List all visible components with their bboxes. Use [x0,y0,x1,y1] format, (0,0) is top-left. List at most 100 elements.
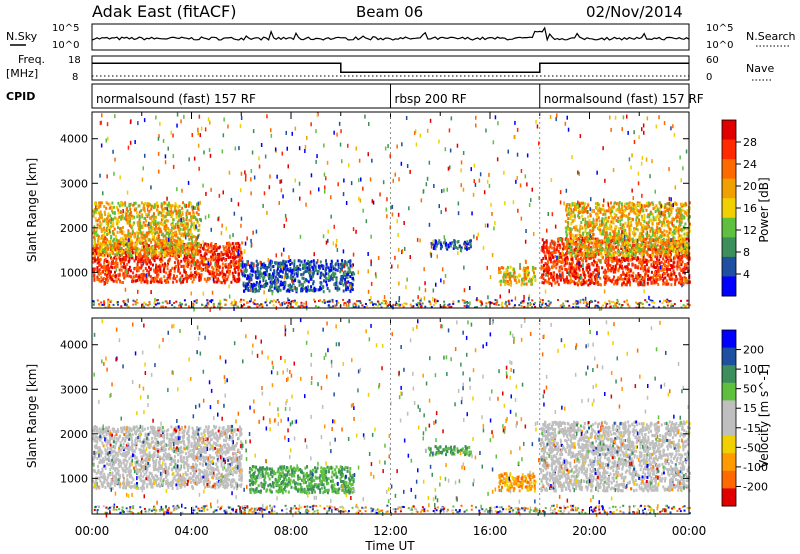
range-cell [119,261,122,265]
range-cell [561,258,564,262]
range-cell [187,204,190,208]
range-cell [160,239,163,243]
range-cell [129,202,132,206]
range-cell [668,259,671,263]
range-cell [256,266,259,270]
range-cell [648,234,651,237]
range-cell [634,256,637,260]
range-cell [152,252,155,256]
range-cell [224,258,227,262]
range-cell [510,274,513,278]
range-cell [681,247,684,251]
range-cell [152,250,155,254]
range-cell [182,217,185,220]
range-cell [215,265,218,269]
range-cell [469,245,472,249]
range-cell [638,249,641,253]
range-cell [93,273,96,277]
range-cell [575,256,578,259]
range-cell [221,262,224,266]
range-cell [168,248,171,252]
range-cell [683,243,686,247]
range-cell [669,268,672,271]
range-cell [98,212,101,216]
range-cell [639,283,642,286]
range-cell [128,247,131,251]
range-cell [222,245,225,249]
range-cell [628,273,631,277]
range-cell [654,239,657,243]
range-cell [548,246,551,250]
range-cell [128,274,131,278]
range-cell [589,282,592,285]
range-cell [254,275,257,279]
range-cell [617,232,620,236]
range-cell [173,274,175,278]
range-cell [265,279,267,283]
range-cell [578,258,580,261]
range-cell [142,248,144,252]
range-cell [181,244,184,248]
range-cell [192,274,195,278]
range-cell [128,224,131,227]
range-cell [191,215,194,219]
range-cell [114,265,116,269]
range-cell [207,258,210,262]
range-cell [559,278,562,282]
range-cell [583,254,586,258]
range-cell [669,251,672,255]
range-cell [189,202,192,206]
range-cell [239,247,242,251]
range-cell [543,250,545,254]
range-cell [637,209,640,213]
range-cell [612,258,615,262]
range-cell [252,269,255,273]
range-cell [595,247,598,251]
range-cell [289,276,292,280]
range-cell [96,266,99,270]
range-cell [152,279,155,283]
range-cell [226,248,229,252]
range-cell [525,277,527,281]
range-cell [614,270,617,274]
range-cell [643,281,646,284]
range-cell [119,242,122,246]
range-cell [144,242,147,246]
range-cell [573,242,576,246]
range-cell [103,268,106,272]
range-cell [197,252,200,256]
range-cell [238,253,241,257]
range-cell [639,281,642,285]
range-cell [313,286,316,290]
range-cell [615,258,618,262]
range-cell [670,249,673,252]
range-cell [170,212,173,215]
range-cell [126,221,129,225]
range-cell [543,241,545,245]
range-cell [650,264,653,268]
range-cell [136,269,138,273]
range-cell [197,267,199,271]
range-cell [542,273,545,277]
range-cell [221,271,223,275]
range-cell [652,260,655,264]
range-cell [504,280,507,284]
range-cell [174,251,177,255]
range-cell [186,261,189,265]
range-cell [686,281,689,285]
range-cell [645,208,648,212]
range-cell [670,271,673,275]
range-cell [276,277,279,281]
range-cell [569,270,572,274]
range-cell [587,274,590,278]
range-cell [592,254,595,257]
range-cell [670,283,673,287]
range-cell [140,274,143,278]
range-cell [99,243,102,247]
range-cell [552,275,555,278]
range-cell [662,237,665,241]
range-cell [213,250,216,254]
range-cell [233,253,236,257]
range-cell [190,216,193,220]
range-cell [269,268,272,272]
